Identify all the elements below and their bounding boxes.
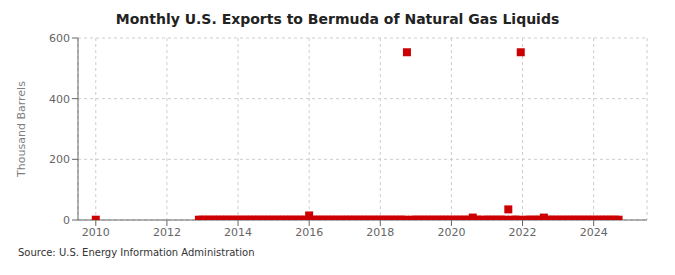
- svg-text:400: 400: [49, 93, 70, 106]
- html-text:Source: U.S. Energy Informatio: Source: U.S. Energy Information Administ…: [18, 247, 255, 258]
- svg-text:2024: 2024: [580, 226, 608, 239]
- svg-text:2018: 2018: [366, 226, 394, 239]
- html-text:Monthly U.S. Exports to Bermud: Monthly U.S. Exports to Bermuda of Natur…: [115, 11, 560, 27]
- svg-text:2020: 2020: [437, 226, 465, 239]
- svg-text:Thousand Barrels: Thousand Barrels: [15, 81, 28, 178]
- svg-text:2016: 2016: [295, 226, 323, 239]
- svg-text:600: 600: [49, 32, 70, 45]
- svg-text:2022: 2022: [509, 226, 537, 239]
- svg-text:200: 200: [49, 153, 70, 166]
- svg-text:2012: 2012: [153, 226, 181, 239]
- svg-text:0: 0: [63, 214, 70, 227]
- svg-text:2014: 2014: [224, 226, 252, 239]
- svg-text:2010: 2010: [82, 226, 110, 239]
